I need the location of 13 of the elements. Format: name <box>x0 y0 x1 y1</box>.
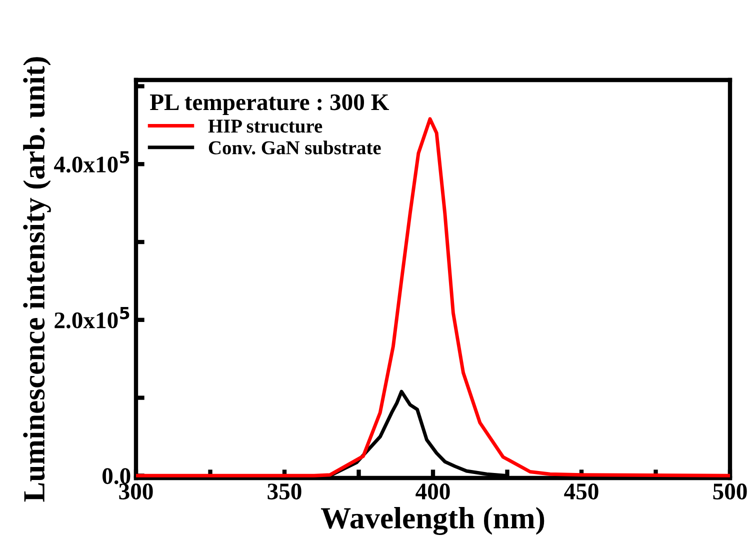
x-tick-label: 300 <box>119 484 153 500</box>
x-tick-label: 500 <box>713 484 747 500</box>
x-tick-label: 450 <box>564 484 598 500</box>
x-tick-label: 350 <box>268 484 302 500</box>
x-axis-title: Wavelength (nm) <box>320 507 544 535</box>
legend-title: PL temperature : 300 K <box>150 94 389 116</box>
y-tick-label: 0.0 <box>102 468 130 484</box>
legend-label: Conv. GaN substrate <box>208 140 381 154</box>
y-axis-title: Luminescence intensity (arb. unit) <box>23 57 51 502</box>
legend-label: HIP structure <box>208 120 322 133</box>
x-tick-label: 400 <box>416 484 450 500</box>
y-tick-label: 2.0x10$^{5}$ <box>54 306 130 328</box>
y-tick-label: 4.0x10$^{5}$ <box>54 151 130 173</box>
